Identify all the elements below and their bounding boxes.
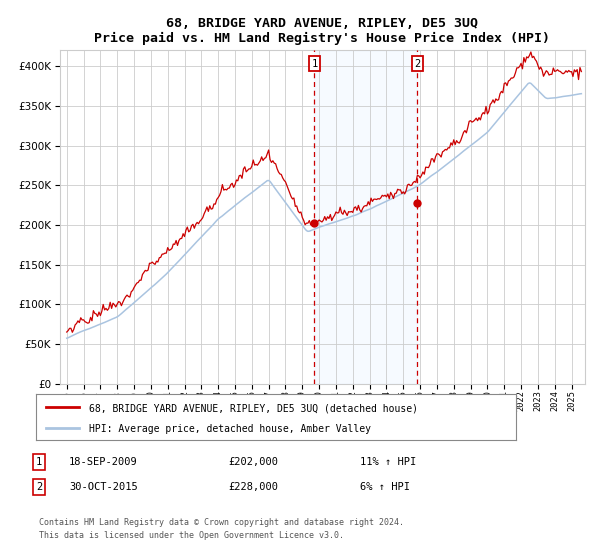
Bar — [314, 50, 417, 384]
Text: HPI: Average price, detached house, Amber Valley: HPI: Average price, detached house, Ambe… — [89, 424, 371, 434]
Text: Contains HM Land Registry data © Crown copyright and database right 2024.
This d: Contains HM Land Registry data © Crown c… — [39, 519, 404, 540]
Text: 1: 1 — [36, 457, 42, 467]
Text: £228,000: £228,000 — [228, 482, 278, 492]
Title: 68, BRIDGE YARD AVENUE, RIPLEY, DE5 3UQ
Price paid vs. HM Land Registry's House : 68, BRIDGE YARD AVENUE, RIPLEY, DE5 3UQ … — [95, 17, 551, 45]
Text: 6% ↑ HPI: 6% ↑ HPI — [360, 482, 410, 492]
Text: 2: 2 — [36, 482, 42, 492]
Text: 30-OCT-2015: 30-OCT-2015 — [69, 482, 138, 492]
Text: 1: 1 — [311, 59, 317, 69]
Text: £202,000: £202,000 — [228, 457, 278, 467]
Text: 68, BRIDGE YARD AVENUE, RIPLEY, DE5 3UQ (detached house): 68, BRIDGE YARD AVENUE, RIPLEY, DE5 3UQ … — [89, 403, 418, 413]
Text: 18-SEP-2009: 18-SEP-2009 — [69, 457, 138, 467]
Text: 2: 2 — [414, 59, 421, 69]
Text: 11% ↑ HPI: 11% ↑ HPI — [360, 457, 416, 467]
